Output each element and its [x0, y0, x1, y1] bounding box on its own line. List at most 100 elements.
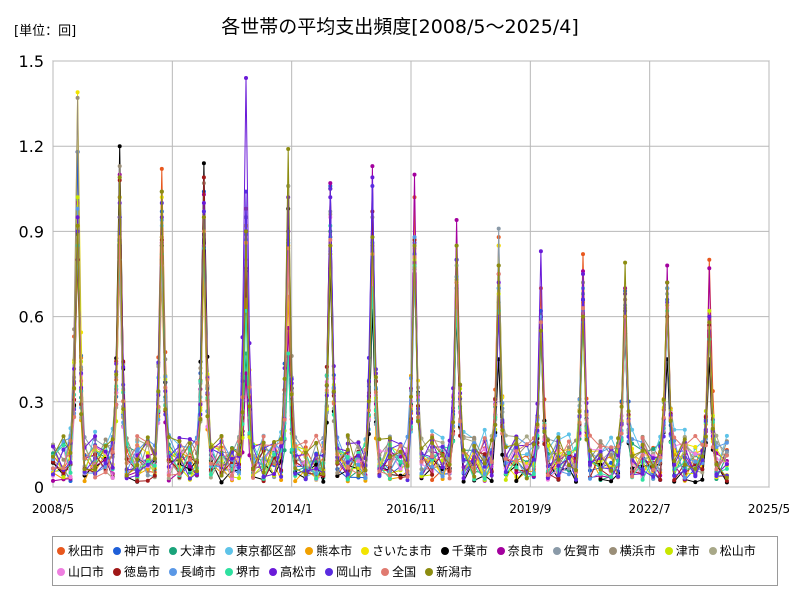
series-point	[205, 414, 210, 419]
series-point	[194, 469, 199, 474]
series-point	[640, 468, 645, 473]
series-point	[598, 467, 603, 472]
series-point	[714, 462, 719, 467]
series-point	[377, 469, 382, 474]
series-point	[503, 456, 508, 461]
series-point	[314, 466, 319, 471]
series-point	[556, 432, 561, 436]
series-point	[177, 472, 182, 476]
series-point	[177, 458, 182, 463]
x-tick-label: 2022/7	[629, 502, 671, 516]
legend-label: 横浜市	[619, 544, 656, 558]
series-point	[545, 473, 550, 477]
legend-item: 奈良市	[496, 540, 544, 561]
series-point	[187, 464, 192, 469]
series-point	[145, 435, 150, 440]
series-point	[75, 206, 80, 211]
series-point	[398, 443, 403, 448]
series-point	[93, 475, 98, 480]
series-point	[159, 189, 164, 194]
y-tick-label: 0.3	[19, 393, 44, 412]
series-point	[261, 470, 266, 475]
series-point	[700, 454, 705, 459]
series-point	[651, 474, 656, 479]
series-point	[219, 434, 224, 438]
legend-marker	[169, 567, 178, 576]
series-point	[187, 437, 192, 442]
legend-item: 徳島市	[113, 561, 160, 582]
series-point	[356, 462, 361, 467]
x-tick-label: 2011/3	[151, 502, 193, 516]
series-point	[82, 467, 87, 472]
legend-marker	[225, 567, 234, 576]
series-point	[598, 444, 603, 449]
legend-label: 秋田市	[68, 544, 105, 558]
series-point	[286, 195, 291, 200]
legend-item: 佐賀市	[552, 540, 600, 561]
series-point	[61, 434, 66, 439]
series-point	[103, 470, 108, 475]
series-point	[545, 476, 550, 480]
series-point	[244, 371, 248, 376]
series-point	[538, 249, 543, 254]
series-point	[658, 455, 663, 460]
series-point	[651, 467, 656, 472]
series-point	[314, 462, 319, 467]
series-point	[331, 401, 336, 406]
series-point	[503, 445, 508, 450]
series-point	[282, 448, 287, 453]
legend-label: 津市	[675, 544, 700, 558]
series-point	[103, 449, 108, 454]
series-point	[693, 480, 698, 485]
series-point	[93, 429, 98, 434]
y-tick-label: 1.2	[19, 137, 44, 156]
legend-label: 奈良市	[507, 544, 544, 558]
series-point	[724, 433, 729, 438]
series-point	[79, 412, 84, 417]
series-point	[314, 471, 319, 476]
series-point	[619, 431, 624, 436]
series-point	[651, 464, 656, 469]
series-point	[373, 375, 378, 379]
series-point	[282, 376, 287, 381]
series-point	[208, 472, 213, 477]
series-point	[419, 459, 424, 464]
series-point	[482, 427, 487, 432]
series-point	[135, 479, 140, 484]
legend-marker	[169, 546, 178, 555]
series-point	[616, 436, 621, 441]
series-point	[272, 452, 277, 457]
series-point	[724, 475, 729, 480]
series-point	[163, 407, 168, 412]
series-point	[247, 404, 252, 409]
series-point	[514, 479, 519, 483]
series-point	[581, 252, 585, 257]
series-point	[714, 445, 719, 450]
series-point	[609, 445, 614, 450]
series-point	[61, 439, 66, 443]
series-point	[489, 460, 494, 464]
series-point	[282, 417, 287, 422]
series-point	[61, 466, 66, 471]
legend-marker	[269, 567, 278, 576]
legend-item: 熊本市	[305, 540, 352, 561]
series-point	[61, 471, 66, 476]
series-point	[293, 453, 298, 458]
series-point	[345, 472, 350, 477]
series-point	[166, 454, 171, 459]
series-point	[230, 446, 234, 451]
series-point	[145, 454, 150, 459]
series-point	[714, 433, 719, 438]
series-point	[496, 263, 501, 268]
series-point	[531, 472, 536, 477]
series-point	[208, 461, 213, 466]
legend-marker	[440, 546, 449, 555]
series-point	[430, 472, 435, 477]
series-point	[658, 449, 663, 454]
y-tick-label: 0.6	[19, 308, 44, 327]
series-point	[230, 473, 234, 478]
series-point	[503, 477, 508, 482]
series-point	[68, 460, 73, 465]
series-point	[82, 456, 87, 461]
